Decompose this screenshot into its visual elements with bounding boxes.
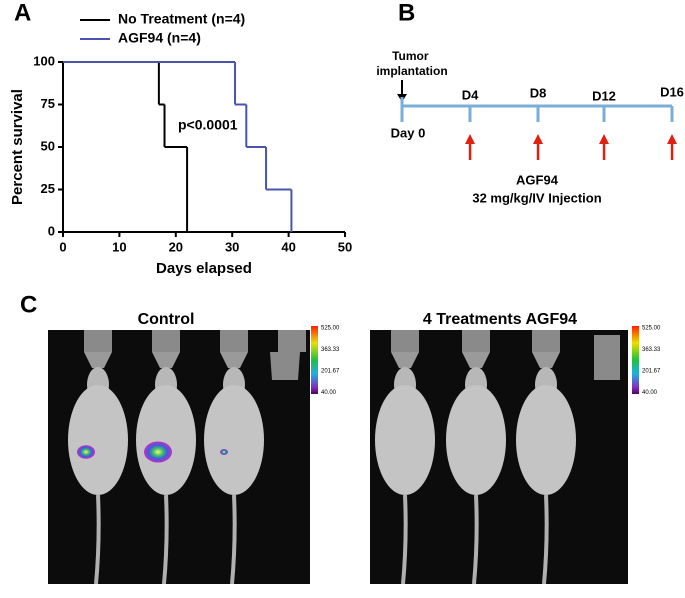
mouse-body — [375, 385, 435, 495]
mouse-body — [204, 385, 264, 495]
tube — [391, 330, 419, 352]
arrow-head — [599, 134, 609, 144]
x-tick-label: 20 — [169, 239, 183, 254]
drug-label: AGF94 — [516, 172, 559, 187]
mouse-tail — [162, 494, 169, 585]
image-title: 4 Treatments AGF94 — [423, 311, 577, 328]
x-axis-label: Days elapsed — [156, 260, 252, 277]
image-title: Control — [138, 311, 195, 328]
signal — [220, 449, 228, 455]
y-tick-label: 25 — [41, 181, 55, 196]
tube — [594, 335, 620, 380]
mouse-body — [68, 385, 128, 495]
tube — [270, 352, 300, 380]
tube — [532, 352, 560, 368]
panel-label: C — [20, 291, 37, 318]
panel-label: B — [398, 0, 415, 26]
x-tick-label: 0 — [59, 239, 66, 254]
tube — [462, 352, 490, 368]
colorbar-label: 363.33 — [321, 347, 340, 353]
colorbar-label: 40.00 — [642, 390, 658, 396]
x-tick-label: 10 — [112, 239, 126, 254]
tube — [84, 330, 112, 352]
day-label: D16 — [660, 84, 684, 99]
day-label: D8 — [530, 85, 547, 100]
y-axis-label: Percent survival — [9, 89, 26, 205]
y-tick-label: 75 — [41, 96, 55, 111]
day-label: D4 — [462, 87, 479, 102]
y-tick-label: 100 — [33, 53, 55, 68]
mouse-tail — [542, 494, 549, 585]
tube — [462, 330, 490, 352]
signal — [77, 445, 95, 459]
tube — [152, 330, 180, 352]
arrow-head — [667, 134, 677, 144]
mouse-tail — [401, 494, 408, 585]
tube — [220, 330, 248, 352]
y-tick-label: 0 — [48, 223, 55, 238]
colorbar — [311, 326, 318, 394]
tube — [391, 352, 419, 368]
mouse-body — [136, 385, 196, 495]
day-label: D12 — [592, 88, 616, 103]
colorbar-label: 525.00 — [321, 326, 340, 332]
colorbar-label: 201.67 — [321, 369, 340, 375]
tube — [84, 352, 112, 368]
x-tick-label: 50 — [338, 239, 352, 254]
colorbar-label: 363.33 — [642, 347, 661, 353]
legend-label: No Treatment (n=4) — [118, 11, 245, 27]
annotation: p<0.0001 — [178, 117, 238, 133]
colorbar-label: 40.00 — [321, 390, 337, 396]
arrow-head — [533, 134, 543, 144]
tube — [278, 330, 306, 352]
mouse-tail — [94, 494, 101, 585]
signal — [144, 441, 172, 463]
mouse-tail — [230, 494, 237, 585]
y-tick-label: 50 — [41, 138, 55, 153]
colorbar — [632, 326, 639, 394]
mouse-body — [446, 385, 506, 495]
legend-label: AGF94 (n=4) — [118, 30, 201, 46]
arrow-head — [465, 134, 475, 144]
day0-label: Day 0 — [391, 125, 426, 140]
tube — [152, 352, 180, 368]
timeline: Tumor implantation Day 0 AGF94 32 mg/kg/… — [376, 49, 672, 205]
dose-label: 32 mg/kg/IV Injection — [472, 190, 601, 205]
survival-chart: Percent survival Days elapsed p<0.0001 0… — [9, 11, 352, 277]
x-tick-label: 30 — [225, 239, 239, 254]
x-tick-label: 40 — [281, 239, 295, 254]
mouse-tail — [472, 494, 479, 585]
tube — [220, 352, 248, 368]
mouse-body — [516, 385, 576, 495]
colorbar-label: 201.67 — [642, 369, 661, 375]
colorbar-label: 525.00 — [642, 326, 661, 332]
start-label: Tumor implantation — [376, 49, 447, 78]
panel-label: A — [14, 0, 31, 26]
tube — [532, 330, 560, 352]
